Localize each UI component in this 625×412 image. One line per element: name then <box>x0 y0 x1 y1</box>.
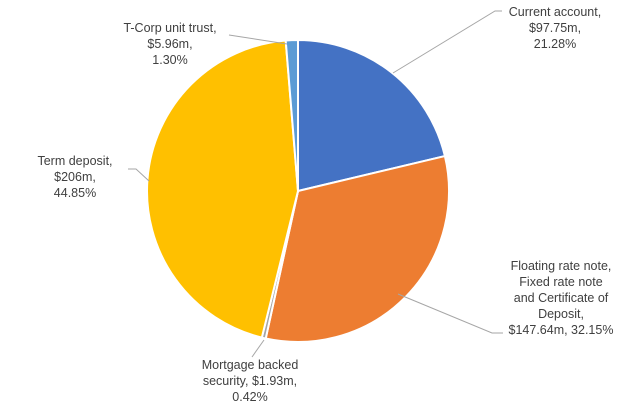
leader-line-mortgage <box>251 339 265 358</box>
label-mortgage-backed: Mortgage backed security, $1.93m, 0.42% <box>201 358 299 404</box>
leader-line-term-deposit <box>128 168 150 182</box>
leader-line-current-account <box>392 10 502 74</box>
pie-slice-current-account <box>297 39 446 192</box>
label-current-account: Current account, $97.75m, 21.28% <box>508 5 602 51</box>
leader-line-tcorp <box>228 34 288 45</box>
label-floating-rate: Floating rate note, Fixed rate note and … <box>508 259 614 337</box>
label-term-deposit: Term deposit, $206m, 44.85% <box>37 154 113 200</box>
label-tcorp-unit-trust: T-Corp unit trust, $5.96m, 1.30% <box>123 21 217 67</box>
leader-line-floating <box>397 293 503 334</box>
pie-slice-t-corp-unit-trust <box>284 38 299 192</box>
pie-slice-term-deposit <box>146 39 299 339</box>
